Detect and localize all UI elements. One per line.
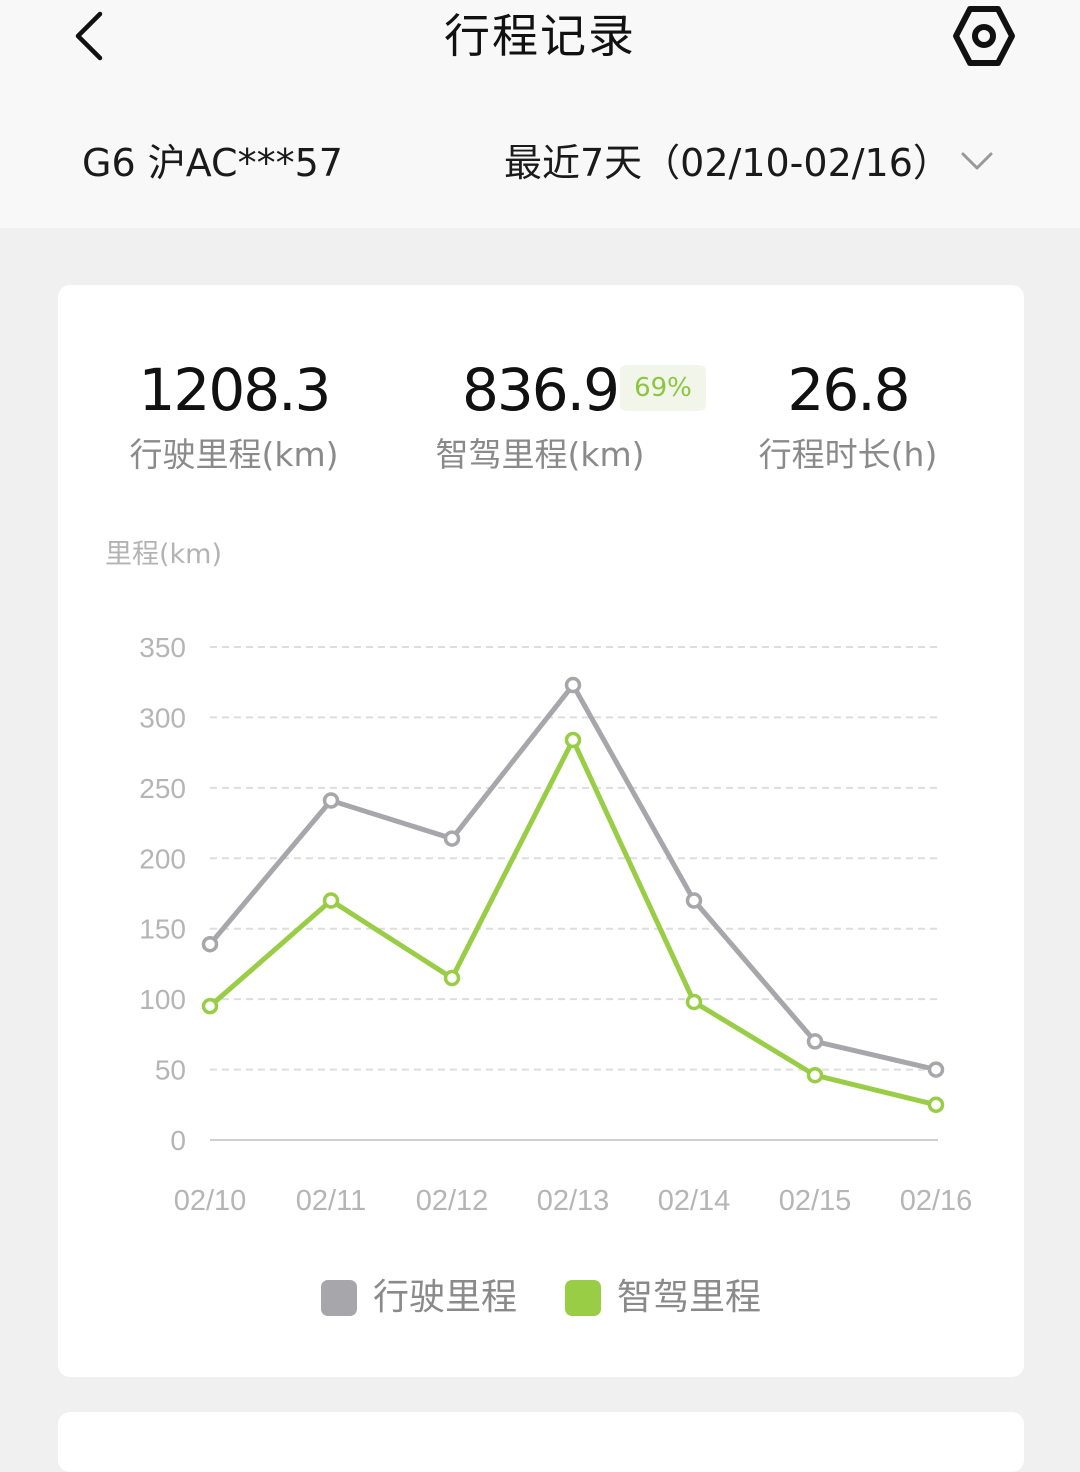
page-title: 行程记录 xyxy=(444,9,636,63)
legend-swatch xyxy=(320,1280,357,1316)
data-point xyxy=(322,792,340,809)
stat-total-mileage: 1208.3 行驶里程(km) xyxy=(94,355,374,477)
chevron-down-icon xyxy=(961,152,993,170)
y-tick-label: 100 xyxy=(139,984,186,1015)
y-tick-label: 0 xyxy=(170,1125,186,1156)
legend-item-smart[interactable]: 智驾里程 xyxy=(565,1273,761,1323)
chart-legend: 行驶里程 智驾里程 xyxy=(58,1273,1024,1323)
settings-button[interactable] xyxy=(948,2,1020,70)
x-tick-label: 02/10 xyxy=(174,1185,247,1217)
stat-label: 智驾里程(km) xyxy=(435,435,645,474)
data-point xyxy=(564,676,582,694)
stat-value: 26.8 xyxy=(787,356,910,424)
y-tick-label: 350 xyxy=(139,632,186,663)
series-line xyxy=(207,737,939,1108)
legend-swatch xyxy=(565,1280,601,1316)
data-point xyxy=(322,892,340,909)
data-point xyxy=(443,969,461,987)
data-point xyxy=(927,1061,945,1078)
x-tick-label: 02/13 xyxy=(537,1185,610,1217)
y-tick-label: 150 xyxy=(139,914,186,945)
stat-smart-mileage: 836.9 智驾里程(km) xyxy=(400,355,680,477)
data-point xyxy=(201,935,219,953)
smart-ratio-badge: 69% xyxy=(620,365,706,411)
hex-nut-settings-icon xyxy=(953,6,1015,66)
x-tick-label: 02/11 xyxy=(296,1185,366,1217)
data-point xyxy=(564,731,582,749)
x-tick-label: 02/15 xyxy=(779,1185,852,1217)
data-point xyxy=(443,830,461,847)
x-tick-label: 02/16 xyxy=(900,1185,973,1217)
y-axis-title: 里程(km) xyxy=(105,539,223,570)
data-point xyxy=(685,892,703,909)
y-tick-label: 300 xyxy=(139,702,186,733)
top-bar: 行程记录 G6 沪AC***57 最近7天（02/10-02/16） xyxy=(0,0,1080,228)
y-tick-label: 50 xyxy=(155,1055,186,1086)
legend-item-drive[interactable]: 行驶里程 xyxy=(320,1273,517,1323)
chevron-left-icon xyxy=(75,11,103,61)
data-point xyxy=(806,1066,824,1084)
next-card xyxy=(58,1412,1024,1472)
data-point xyxy=(685,993,703,1011)
trip-summary-card: 1208.3 行驶里程(km) 836.9 智驾里程(km) 69% 26.8 … xyxy=(58,285,1024,1377)
stat-value: 1208.3 xyxy=(138,356,332,424)
stat-value: 836.9 xyxy=(461,356,620,424)
stat-label: 行程时长(h) xyxy=(758,435,938,474)
back-button[interactable] xyxy=(58,4,122,68)
legend-label: 行驶里程 xyxy=(372,1277,517,1318)
mileage-line-chart: 0 50 100 150 200 250 300 350 02/10 02/11 02/12 02/1… xyxy=(139,632,973,1217)
x-tick-label: 02/14 xyxy=(658,1185,731,1217)
data-point xyxy=(806,1033,824,1050)
data-point xyxy=(927,1096,945,1114)
y-tick-label: 250 xyxy=(139,773,186,804)
y-tick-label: 200 xyxy=(139,843,186,874)
x-tick-label: 02/12 xyxy=(416,1185,489,1217)
period-label: 最近7天（02/10-02/16） xyxy=(504,141,951,185)
data-point xyxy=(201,997,219,1015)
vehicle-selector[interactable]: G6 沪AC***57 xyxy=(82,141,343,185)
stat-trip-duration: 26.8 行程时长(h) xyxy=(707,355,989,477)
legend-label: 智驾里程 xyxy=(617,1277,762,1318)
stat-label: 行驶里程(km) xyxy=(129,435,339,474)
period-dropdown[interactable]: 最近7天（02/10-02/16） xyxy=(504,134,1004,192)
